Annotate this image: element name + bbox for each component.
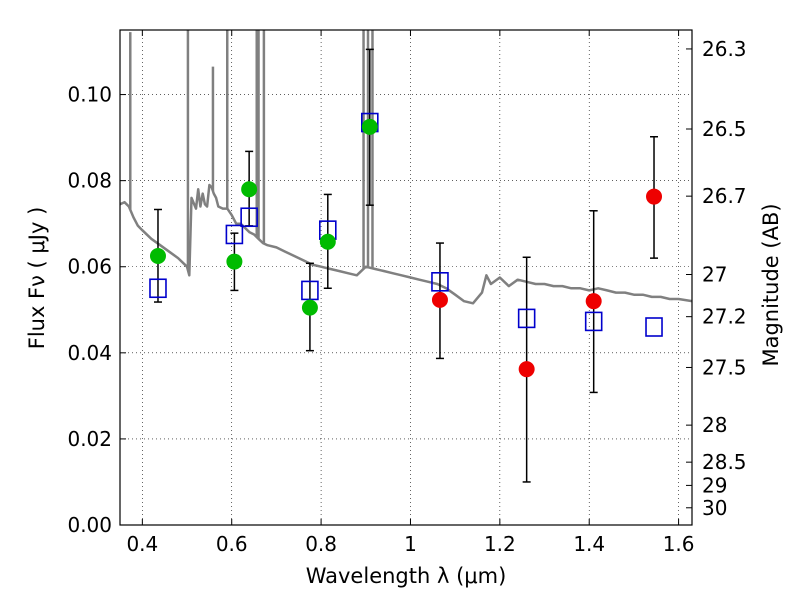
- x-tick-label: 0.8: [305, 532, 337, 556]
- y-tick-label: 0.04: [67, 341, 112, 365]
- model-photometry-layer: [149, 112, 663, 337]
- model-photometry-point: [645, 317, 663, 337]
- x-tick-label: 0.4: [126, 532, 158, 556]
- y-tick-label: 0.10: [67, 83, 112, 107]
- model-sed-line: [120, 183, 692, 305]
- observed-nir-point: [431, 291, 448, 308]
- observed-nir-point: [518, 361, 535, 378]
- model-photometry-point: [225, 224, 244, 245]
- right-tick-label: 30: [702, 496, 727, 520]
- y-tick-label: 0.06: [67, 255, 112, 279]
- y-tick-label: 0.02: [67, 427, 112, 451]
- right-tick-label: 27.2: [702, 305, 747, 329]
- right-tick-label: 28: [702, 413, 727, 437]
- right-tick-label: 26.5: [702, 117, 747, 141]
- y-axis-left: 0.00 0.02 0.04 0.06 0.08 0.10: [67, 83, 126, 537]
- x-axis: 0.4 0.6 0.8 1 1.2 1.4 1.6: [126, 30, 695, 556]
- observed-photometry-layer: [149, 118, 663, 378]
- right-tick-label: 26.3: [702, 37, 747, 61]
- observed-nir-point: [646, 188, 663, 205]
- x-tick-label: 0.6: [216, 532, 248, 556]
- observed-optical-point: [149, 247, 166, 264]
- x-tick-label: 1.2: [484, 532, 516, 556]
- model-photometry-point: [240, 207, 258, 228]
- x-tick-label: 1: [404, 532, 417, 556]
- right-tick-label: 27.5: [702, 355, 747, 379]
- y-axis-label: Flux Fν ( μJy ): [25, 207, 49, 350]
- model-photometry-point: [149, 278, 167, 299]
- right-tick-label: 26.7: [702, 184, 747, 208]
- right-tick-label: 27: [702, 262, 727, 286]
- y-axis-right-label: Magnitude (AB): [759, 203, 783, 366]
- model-photometry-point: [431, 272, 449, 292]
- observed-optical-point: [361, 118, 378, 135]
- right-tick-label: 29: [702, 473, 727, 497]
- model-photometry-point: [584, 311, 603, 332]
- y-tick-label: 0.08: [67, 169, 112, 193]
- model-photometry-point: [517, 308, 536, 329]
- plot-frame: [119, 29, 693, 526]
- observed-nir-point: [585, 293, 602, 310]
- x-tick-label: 1.4: [573, 532, 605, 556]
- model-curve-layer: [120, 30, 692, 305]
- observed-optical-point: [301, 299, 318, 316]
- right-tick-label: 28.5: [702, 450, 747, 474]
- model-photometry-point: [301, 280, 319, 301]
- y-tick-label: 0.00: [67, 513, 112, 537]
- observed-optical-point: [241, 181, 258, 198]
- observed-optical-point: [319, 233, 336, 250]
- observed-optical-point: [226, 253, 243, 270]
- x-tick-label: 1.6: [663, 532, 695, 556]
- x-axis-label: Wavelength λ (μm): [306, 564, 507, 588]
